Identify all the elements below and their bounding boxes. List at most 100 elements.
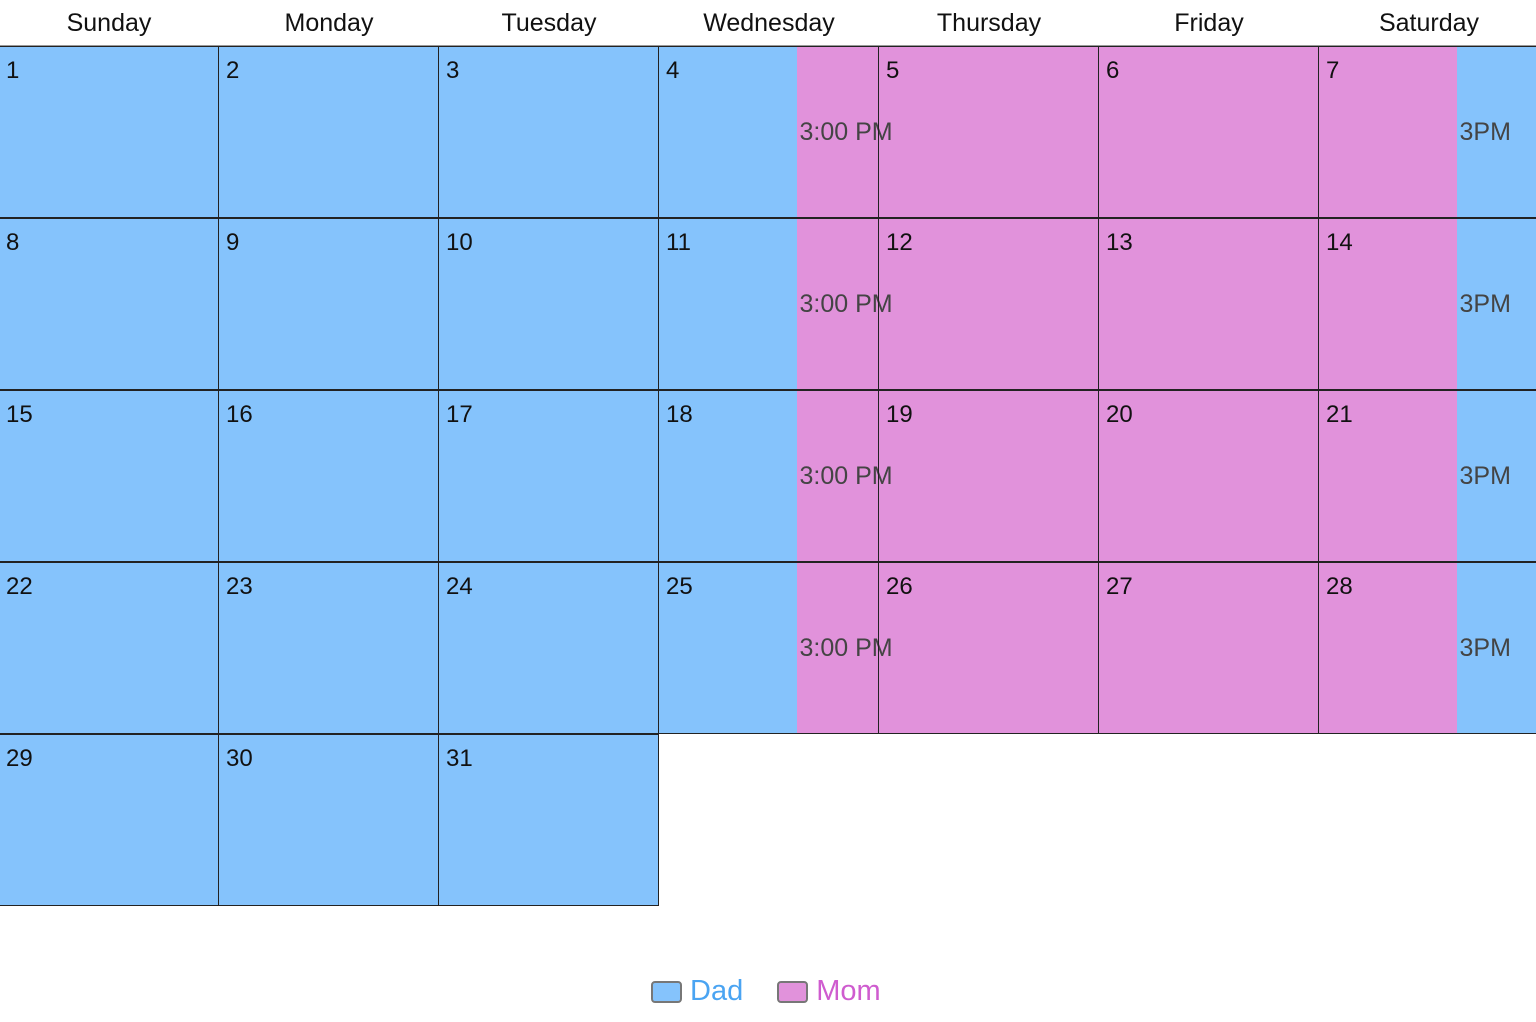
day-number: 22 (6, 573, 33, 600)
day-number: 14 (1326, 229, 1353, 256)
day-number: 10 (446, 229, 473, 256)
day-number: 16 (226, 401, 253, 428)
event-block-mom[interactable] (796, 218, 1457, 390)
day-cell[interactable]: 9 (219, 218, 439, 390)
day-background-dad (0, 390, 219, 562)
day-background-dad (439, 46, 659, 218)
day-cell[interactable]: 5 (879, 46, 1099, 218)
day-cell[interactable]: 24 (439, 562, 659, 734)
day-cell[interactable]: 20 (1099, 390, 1319, 562)
day-cell[interactable]: 26 (879, 562, 1099, 734)
day-number: 20 (1106, 401, 1133, 428)
day-cell[interactable]: 11 (659, 218, 879, 390)
day-number: 31 (446, 745, 473, 772)
day-cell[interactable]: 8 (0, 218, 219, 390)
day-cell[interactable]: 29 (0, 734, 219, 906)
event-start-time: 3:00 PM (799, 290, 893, 318)
day-number: 24 (446, 573, 473, 600)
day-number: 30 (226, 745, 253, 772)
weekday-header: Friday (1174, 9, 1244, 37)
day-cell[interactable]: 28 (1319, 562, 1536, 734)
day-cell[interactable]: 10 (439, 218, 659, 390)
day-background-dad (439, 218, 659, 390)
day-cell[interactable]: 17 (439, 390, 659, 562)
day-number: 9 (226, 229, 240, 256)
day-number: 19 (886, 401, 913, 428)
day-number: 27 (1106, 573, 1133, 600)
day-cell[interactable]: 13 (1099, 218, 1319, 390)
day-background-dad (0, 734, 219, 906)
day-number: 5 (886, 57, 900, 84)
legend-swatch-mom (777, 980, 809, 1003)
event-block-mom[interactable] (796, 562, 1457, 734)
legend-label-dad: Dad (690, 975, 744, 1007)
day-cell[interactable]: 19 (879, 390, 1099, 562)
weekday-header: Sunday (66, 9, 152, 37)
weekday-header: Saturday (1378, 9, 1480, 37)
day-cell[interactable]: 31 (439, 734, 659, 906)
event-block-mom[interactable] (796, 390, 1457, 562)
day-number: 2 (226, 57, 240, 84)
day-background-dad (0, 218, 219, 390)
day-background-dad (219, 46, 439, 218)
day-number: 4 (666, 57, 680, 84)
legend-item-mom[interactable]: Mom (777, 975, 881, 1008)
day-background-dad (439, 734, 659, 906)
day-number: 6 (1106, 57, 1120, 84)
day-number: 28 (1326, 573, 1353, 600)
day-background-dad (439, 390, 659, 562)
day-number: 26 (886, 573, 913, 600)
event-end-time: 3PM (1459, 290, 1511, 318)
day-cell[interactable]: 12 (879, 218, 1099, 390)
day-cell[interactable]: 27 (1099, 562, 1319, 734)
day-number: 18 (666, 401, 693, 428)
day-cell[interactable]: 21 (1319, 390, 1536, 562)
day-cell[interactable]: 23 (219, 562, 439, 734)
day-cell[interactable]: 6 (1099, 46, 1319, 218)
weekday-header: Tuesday (501, 9, 597, 37)
day-cell[interactable]: 14 (1319, 218, 1536, 390)
day-number: 25 (666, 573, 693, 600)
legend: Dad Mom (651, 975, 915, 1008)
day-number: 11 (666, 229, 691, 256)
day-number: 1 (6, 57, 20, 84)
event-end-time: 3PM (1459, 634, 1511, 662)
weekday-header: Wednesday (703, 9, 835, 37)
day-cell[interactable]: 4 (659, 46, 879, 218)
day-number: 13 (1106, 229, 1133, 256)
event-start-time: 3:00 PM (799, 634, 893, 662)
day-number: 12 (886, 229, 913, 256)
day-number: 15 (6, 401, 33, 428)
day-number: 29 (6, 745, 33, 772)
day-cell[interactable]: 16 (219, 390, 439, 562)
day-number: 23 (226, 573, 253, 600)
event-block-mom[interactable] (796, 46, 1457, 218)
weekday-header: Monday (284, 9, 374, 37)
day-cell[interactable]: 30 (219, 734, 439, 906)
day-cell[interactable]: 15 (0, 390, 219, 562)
header-divider (0, 45, 1536, 46)
day-cell[interactable]: 2 (219, 46, 439, 218)
day-number: 8 (6, 229, 20, 256)
day-background-dad (219, 390, 439, 562)
day-cell[interactable]: 22 (0, 562, 219, 734)
legend-item-dad[interactable]: Dad (651, 975, 743, 1008)
day-cell[interactable]: 3 (439, 46, 659, 218)
day-background-dad (439, 562, 659, 734)
day-number: 21 (1326, 401, 1353, 428)
day-background-dad (219, 218, 439, 390)
day-number: 17 (446, 401, 473, 428)
day-cell[interactable]: 1 (0, 46, 219, 218)
weekday-header: Thursday (936, 9, 1042, 37)
day-cell[interactable]: 7 (1319, 46, 1536, 218)
legend-swatch-dad (651, 980, 682, 1003)
event-start-time: 3:00 PM (799, 118, 893, 146)
day-number: 3 (446, 57, 460, 84)
day-number: 7 (1326, 57, 1340, 84)
day-cell[interactable]: 25 (659, 562, 879, 734)
day-background-dad (219, 734, 439, 906)
day-cell[interactable]: 18 (659, 390, 879, 562)
event-end-time: 3PM (1459, 462, 1511, 490)
day-background-dad (0, 562, 219, 734)
day-background-dad (219, 562, 439, 734)
